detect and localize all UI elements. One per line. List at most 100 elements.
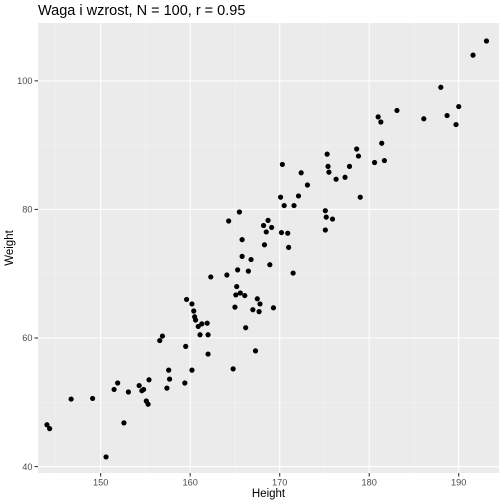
data-points (44, 38, 490, 460)
data-point (421, 116, 427, 122)
data-point (375, 114, 381, 120)
data-point (205, 351, 211, 357)
data-point (125, 389, 132, 395)
data-point (145, 401, 151, 407)
data-point (115, 380, 121, 386)
data-point (278, 229, 285, 236)
data-point (235, 267, 241, 273)
data-point (237, 290, 243, 296)
data-point (189, 367, 195, 373)
data-point (243, 325, 249, 331)
data-point (136, 382, 142, 389)
data-point (236, 209, 243, 215)
plot-panel (38, 23, 499, 473)
data-point (157, 337, 163, 344)
data-point (111, 386, 117, 393)
data-point (195, 323, 201, 330)
data-point (394, 107, 400, 114)
data-point (232, 304, 238, 310)
data-point (354, 146, 360, 152)
x-tick-label: 180 (362, 478, 377, 488)
data-point (182, 380, 188, 386)
data-point (291, 202, 297, 209)
y-axis-title: Weight (4, 229, 16, 265)
data-point (333, 176, 339, 182)
data-point (263, 229, 269, 235)
data-point (261, 242, 268, 248)
data-point (453, 121, 459, 128)
data-point (378, 119, 384, 125)
data-point (233, 292, 239, 298)
y-tick-label: 100 (17, 76, 32, 86)
data-point (304, 182, 311, 188)
data-point (239, 253, 245, 259)
data-point (279, 161, 285, 168)
data-point (166, 367, 172, 373)
x-axis: 150 160 170 180 190 (93, 473, 466, 488)
panel-background (38, 23, 499, 473)
data-point (242, 292, 248, 299)
data-point (355, 153, 362, 159)
data-point (254, 296, 260, 302)
data-point (245, 268, 251, 274)
data-point (277, 194, 284, 200)
data-point (381, 157, 388, 164)
data-point (329, 216, 336, 222)
data-point (483, 38, 490, 44)
data-point (192, 317, 199, 323)
data-point (298, 170, 304, 176)
data-point (281, 202, 287, 209)
data-point (286, 244, 292, 250)
data-point (322, 208, 328, 214)
data-point (197, 332, 203, 338)
data-point (252, 348, 259, 354)
data-point (285, 230, 291, 236)
data-point (438, 84, 444, 90)
data-point (256, 309, 262, 315)
y-tick-label: 40 (22, 462, 32, 472)
x-tick-label: 190 (451, 478, 466, 488)
data-point (121, 420, 127, 426)
data-point (208, 274, 214, 280)
y-tick-label: 80 (22, 205, 32, 215)
data-point (224, 272, 230, 278)
data-point (250, 307, 256, 313)
data-point (470, 52, 476, 58)
data-point (371, 159, 378, 166)
data-point (326, 169, 332, 175)
data-point (265, 217, 271, 223)
data-point (342, 174, 348, 180)
data-point (444, 112, 450, 119)
data-point (90, 395, 96, 402)
data-point (230, 366, 236, 372)
x-axis-title: Height (252, 488, 286, 500)
data-point (248, 256, 254, 263)
data-point (322, 227, 328, 233)
data-point (166, 376, 173, 382)
data-point (270, 305, 277, 311)
data-point (159, 333, 166, 339)
data-point (234, 283, 240, 290)
data-point (239, 237, 245, 243)
data-point (183, 343, 189, 349)
data-point (346, 163, 353, 169)
chart-title: Waga i wzrost, N = 100, r = 0.95 (38, 3, 245, 19)
data-point (44, 422, 50, 428)
data-point (141, 386, 147, 393)
data-point (257, 301, 263, 307)
data-point (199, 321, 205, 327)
data-point (269, 224, 275, 231)
data-point (456, 103, 462, 110)
data-point (47, 426, 53, 432)
data-point (324, 151, 330, 157)
data-point (68, 396, 74, 402)
data-point (290, 270, 296, 276)
data-point (295, 193, 302, 199)
y-axis: 40 60 80 100 (17, 76, 38, 472)
data-point (183, 296, 190, 303)
data-point (267, 262, 273, 268)
data-point (205, 332, 211, 338)
data-point (325, 163, 331, 169)
y-tick-label: 60 (22, 333, 32, 343)
